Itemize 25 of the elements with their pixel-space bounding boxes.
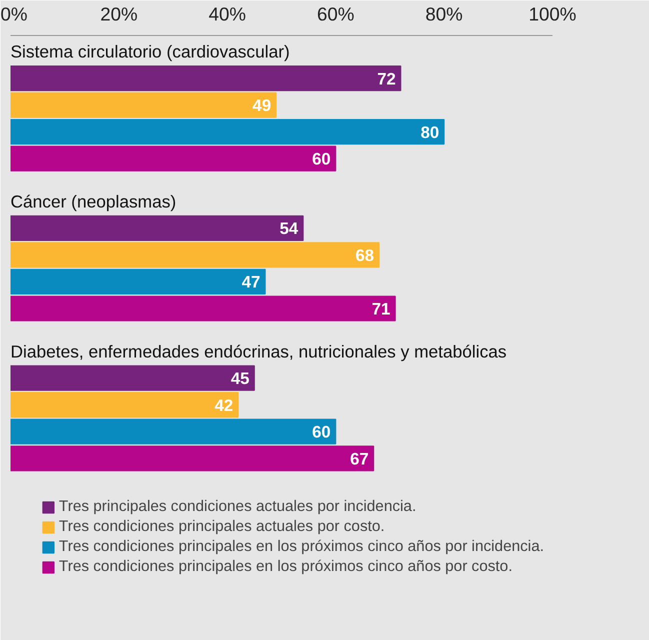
- data-label: 71: [372, 300, 390, 318]
- legend-label: Tres condiciones principales en los próximos cinco años por costo.: [58, 558, 512, 576]
- x-tick-label: 0%: [0, 4, 28, 24]
- data-label: 42: [214, 396, 234, 415]
- data-label: 72: [377, 69, 396, 88]
- x-tick-label: 20%: [100, 4, 138, 24]
- data-label: 54: [280, 219, 299, 238]
- data-label: 45: [230, 369, 250, 388]
- data-label: 68: [356, 246, 374, 265]
- data-label: 60: [312, 150, 331, 169]
- data-label: 47: [242, 272, 260, 292]
- legend-label: Tres condiciones principales actuales por costo.: [58, 518, 385, 536]
- data-label: 60: [312, 422, 331, 442]
- x-tick-label: 40%: [208, 4, 246, 24]
- legend-label: Tres condiciones principales en los próximos cinco años por incidencia.: [58, 538, 544, 556]
- data-label: 67: [350, 449, 369, 468]
- x-tick-label: 60%: [317, 4, 354, 24]
- x-tick-label: 80%: [425, 4, 463, 24]
- data-label: 49: [252, 96, 272, 116]
- y-tick-label: Sistema circulatorio (cardiovascular): [10, 42, 290, 62]
- y-tick-label: Cáncer (neoplasmas): [10, 191, 176, 212]
- data-label: 80: [420, 122, 440, 142]
- x-tick-label: 100%: [528, 4, 576, 24]
- y-tick-label: Diabetes, enfermedades endócrinas, nutricionales y metabólicas: [10, 341, 507, 362]
- legend-label: Tres principales condiciones actuales por incidencia.: [58, 498, 416, 516]
